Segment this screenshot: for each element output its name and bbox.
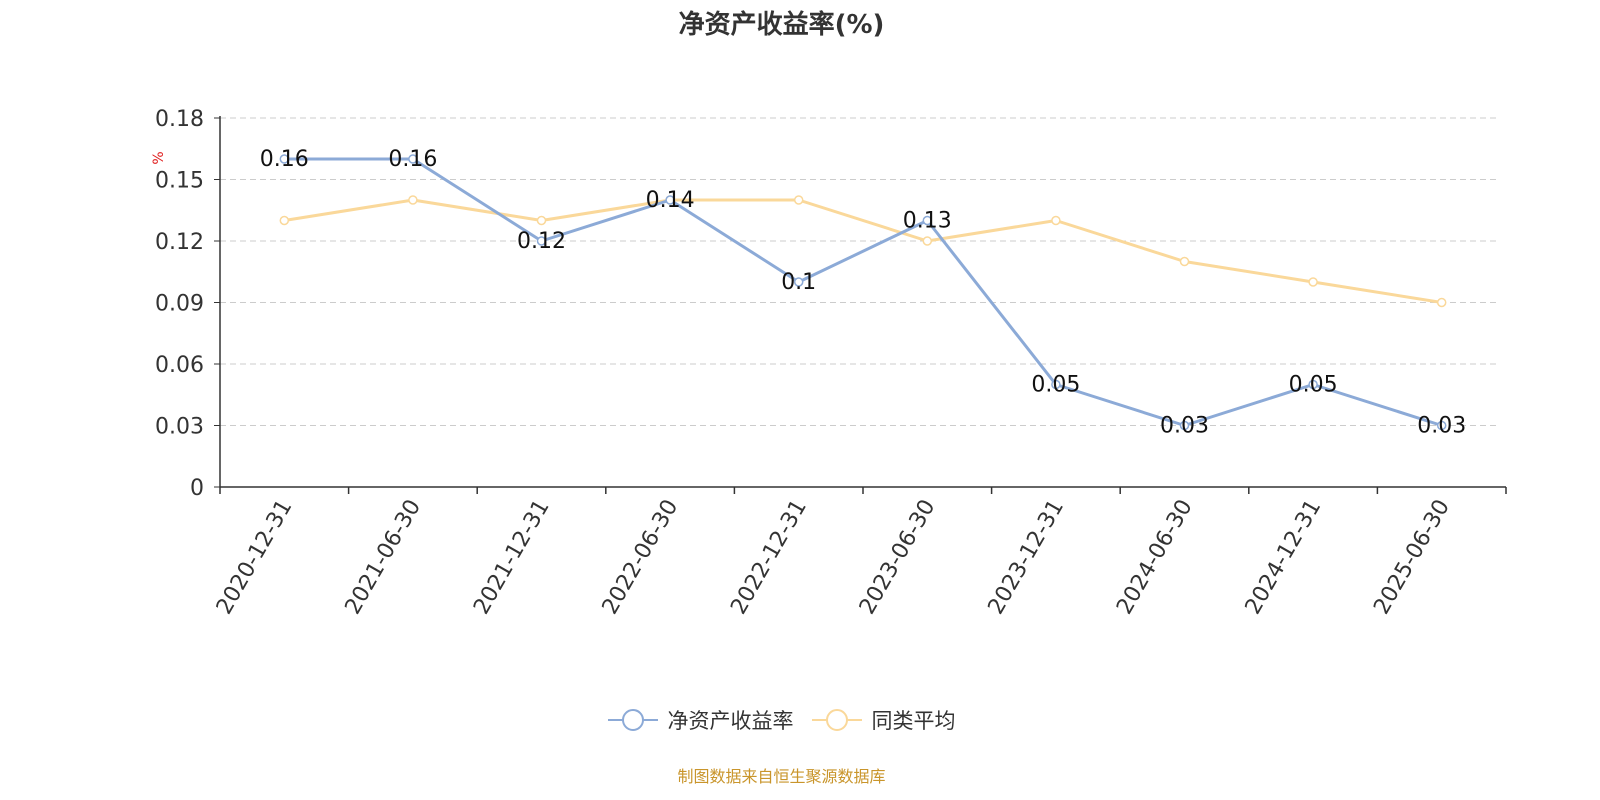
data-point-peer-average [922,236,933,246]
data-label-roe: 0.16 [388,147,437,172]
data-point-peer-average [536,215,547,226]
data-point-roe [922,215,933,226]
series-line-roe [284,157,1443,427]
data-point-peer-average [1436,297,1447,308]
series-line-peer-average [284,198,1442,304]
y-tick-label: 0.18 [155,107,204,132]
y-tick-label: 0.12 [155,230,204,255]
data-label-roe: 0.03 [1417,414,1466,439]
legend-roe-marker-icon [607,709,658,731]
x-tick-label: 2021-12-31 [469,496,555,619]
y-tick-label: 0.06 [155,353,204,378]
data-point-roe [536,236,547,246]
legend-item-peer-average[interactable]: 同类平均 [811,705,956,735]
data-label-roe: 0.03 [1160,414,1209,439]
y-tick-label: 0.15 [155,169,204,194]
y-axis-unit-label: % [151,151,167,164]
legend-label-roe: 净资产收益率 [667,709,794,733]
data-label-roe: 0.12 [517,229,566,254]
data-label-roe: 0.14 [646,188,695,213]
data-label-roe: 0.05 [1289,373,1338,398]
data-label-roe: 0.13 [903,209,952,234]
data-point-roe [279,154,290,164]
data-point-peer-average [1051,215,1061,226]
x-tick-label: 2022-06-30 [598,496,684,619]
x-tick-label: 2023-06-30 [855,496,941,619]
y-tick-label: 0 [190,476,204,501]
y-tick-label: 0.09 [155,292,204,317]
data-point-roe [665,195,675,205]
data-point-peer-average [793,195,804,205]
data-point-peer-average [1308,277,1318,287]
data-point-roe [1308,379,1318,390]
data-point-roe [1179,420,1190,431]
data-point-peer-average [1179,256,1190,267]
x-tick-label: 2025-06-30 [1369,496,1455,619]
data-point-peer-average [408,195,418,205]
legend: 净资产收益率 同类平均 [0,705,1563,735]
data-label-roe: 0.05 [1031,373,1080,398]
x-tick-label: 2023-12-31 [984,496,1070,619]
data-label-roe: 0.16 [260,147,309,172]
data-point-roe [1051,379,1061,390]
x-tick-label: 2022-12-31 [726,496,812,619]
x-tick-label: 2021-06-30 [341,496,427,619]
x-tick-label: 2024-06-30 [1112,496,1198,619]
x-tick-label: 2024-12-31 [1241,496,1327,619]
legend-peer-marker-icon [811,709,862,731]
data-point-roe [793,277,804,287]
data-source-note: 制图数据来自恒生聚源数据库 [677,767,886,786]
data-point-roe [408,154,418,164]
chart-title: 净资产收益率(%) [678,10,885,40]
data-point-peer-average [279,215,290,226]
legend-item-roe[interactable]: 净资产收益率 [607,705,794,735]
x-tick-label: 2020-12-31 [212,496,298,619]
data-label-roe: 0.1 [781,270,816,295]
legend-label-peer-average: 同类平均 [871,709,956,733]
data-point-roe [1436,420,1447,431]
y-tick-label: 0.03 [155,415,204,440]
